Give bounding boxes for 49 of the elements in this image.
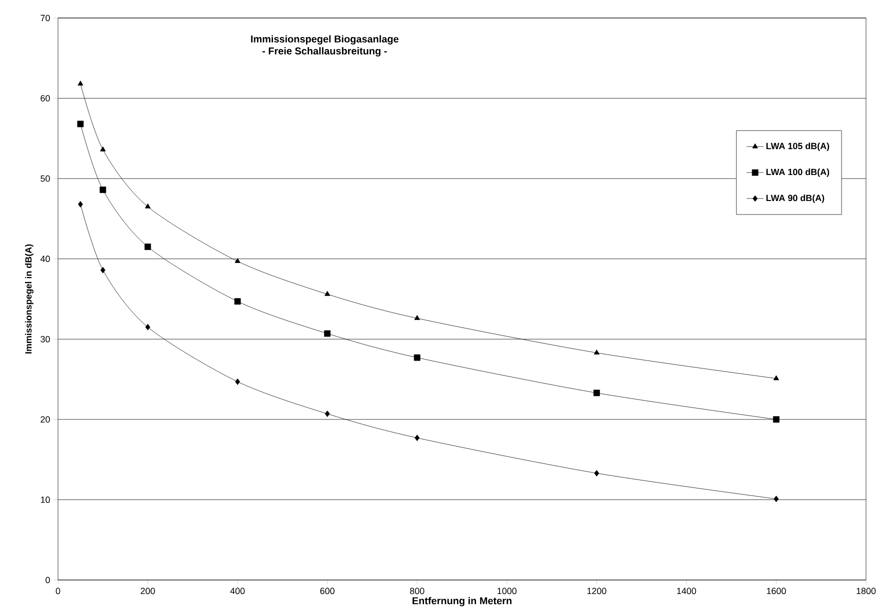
point <box>593 390 600 396</box>
y-tick-label: 30 <box>40 336 50 343</box>
y-tick-label: 0 <box>46 577 50 584</box>
x-tick-label: 1000 <box>498 588 517 594</box>
point <box>100 186 106 194</box>
point <box>234 258 240 264</box>
point <box>100 146 106 152</box>
point <box>234 298 241 305</box>
point <box>594 470 600 477</box>
legend-label: LWA 90 dB(A) <box>766 194 824 204</box>
y-tick-label: 40 <box>40 256 50 262</box>
point <box>100 267 106 274</box>
x-tick-label: 200 <box>140 588 155 594</box>
point <box>594 350 600 355</box>
legend-label: LWA 100 dB(A) <box>766 168 830 178</box>
point <box>78 201 83 208</box>
point <box>324 330 331 337</box>
x-tick-label: 600 <box>320 588 334 594</box>
point <box>145 324 150 330</box>
x-tick-label: 1200 <box>587 588 606 594</box>
x-tick-label: 1800 <box>856 588 876 594</box>
point <box>324 410 330 418</box>
y-tick-label: 60 <box>40 95 50 102</box>
point <box>414 315 420 320</box>
point <box>324 291 330 296</box>
point <box>414 434 420 442</box>
point <box>144 244 151 250</box>
x-tick-label: 1600 <box>766 588 786 594</box>
x-tick-label: 800 <box>410 588 424 594</box>
x-tick-label: 400 <box>230 588 245 594</box>
point <box>235 378 240 386</box>
text: Immissionspegel Biogasanlage <box>251 35 398 45</box>
point <box>78 80 84 86</box>
legend-label: LWA 105 dB(A) <box>766 142 830 152</box>
point <box>414 354 420 361</box>
x-axis-title: Entfernung in Metern <box>412 597 512 606</box>
text: - Freie Schallausbreitung - <box>262 47 387 57</box>
y-tick-label: 10 <box>40 496 50 504</box>
point <box>773 416 780 423</box>
y-tick-label: 70 <box>40 15 50 22</box>
point <box>773 375 780 380</box>
y-axis-title: Immissionspegel in dB(A) <box>25 244 34 354</box>
y-tick-label: 20 <box>40 416 50 423</box>
y-tick-label: 50 <box>40 176 50 182</box>
point <box>144 204 151 209</box>
x-tick-label: 0 <box>56 588 60 594</box>
point <box>77 120 84 128</box>
point <box>774 496 779 502</box>
x-tick-label: 1400 <box>677 588 696 594</box>
